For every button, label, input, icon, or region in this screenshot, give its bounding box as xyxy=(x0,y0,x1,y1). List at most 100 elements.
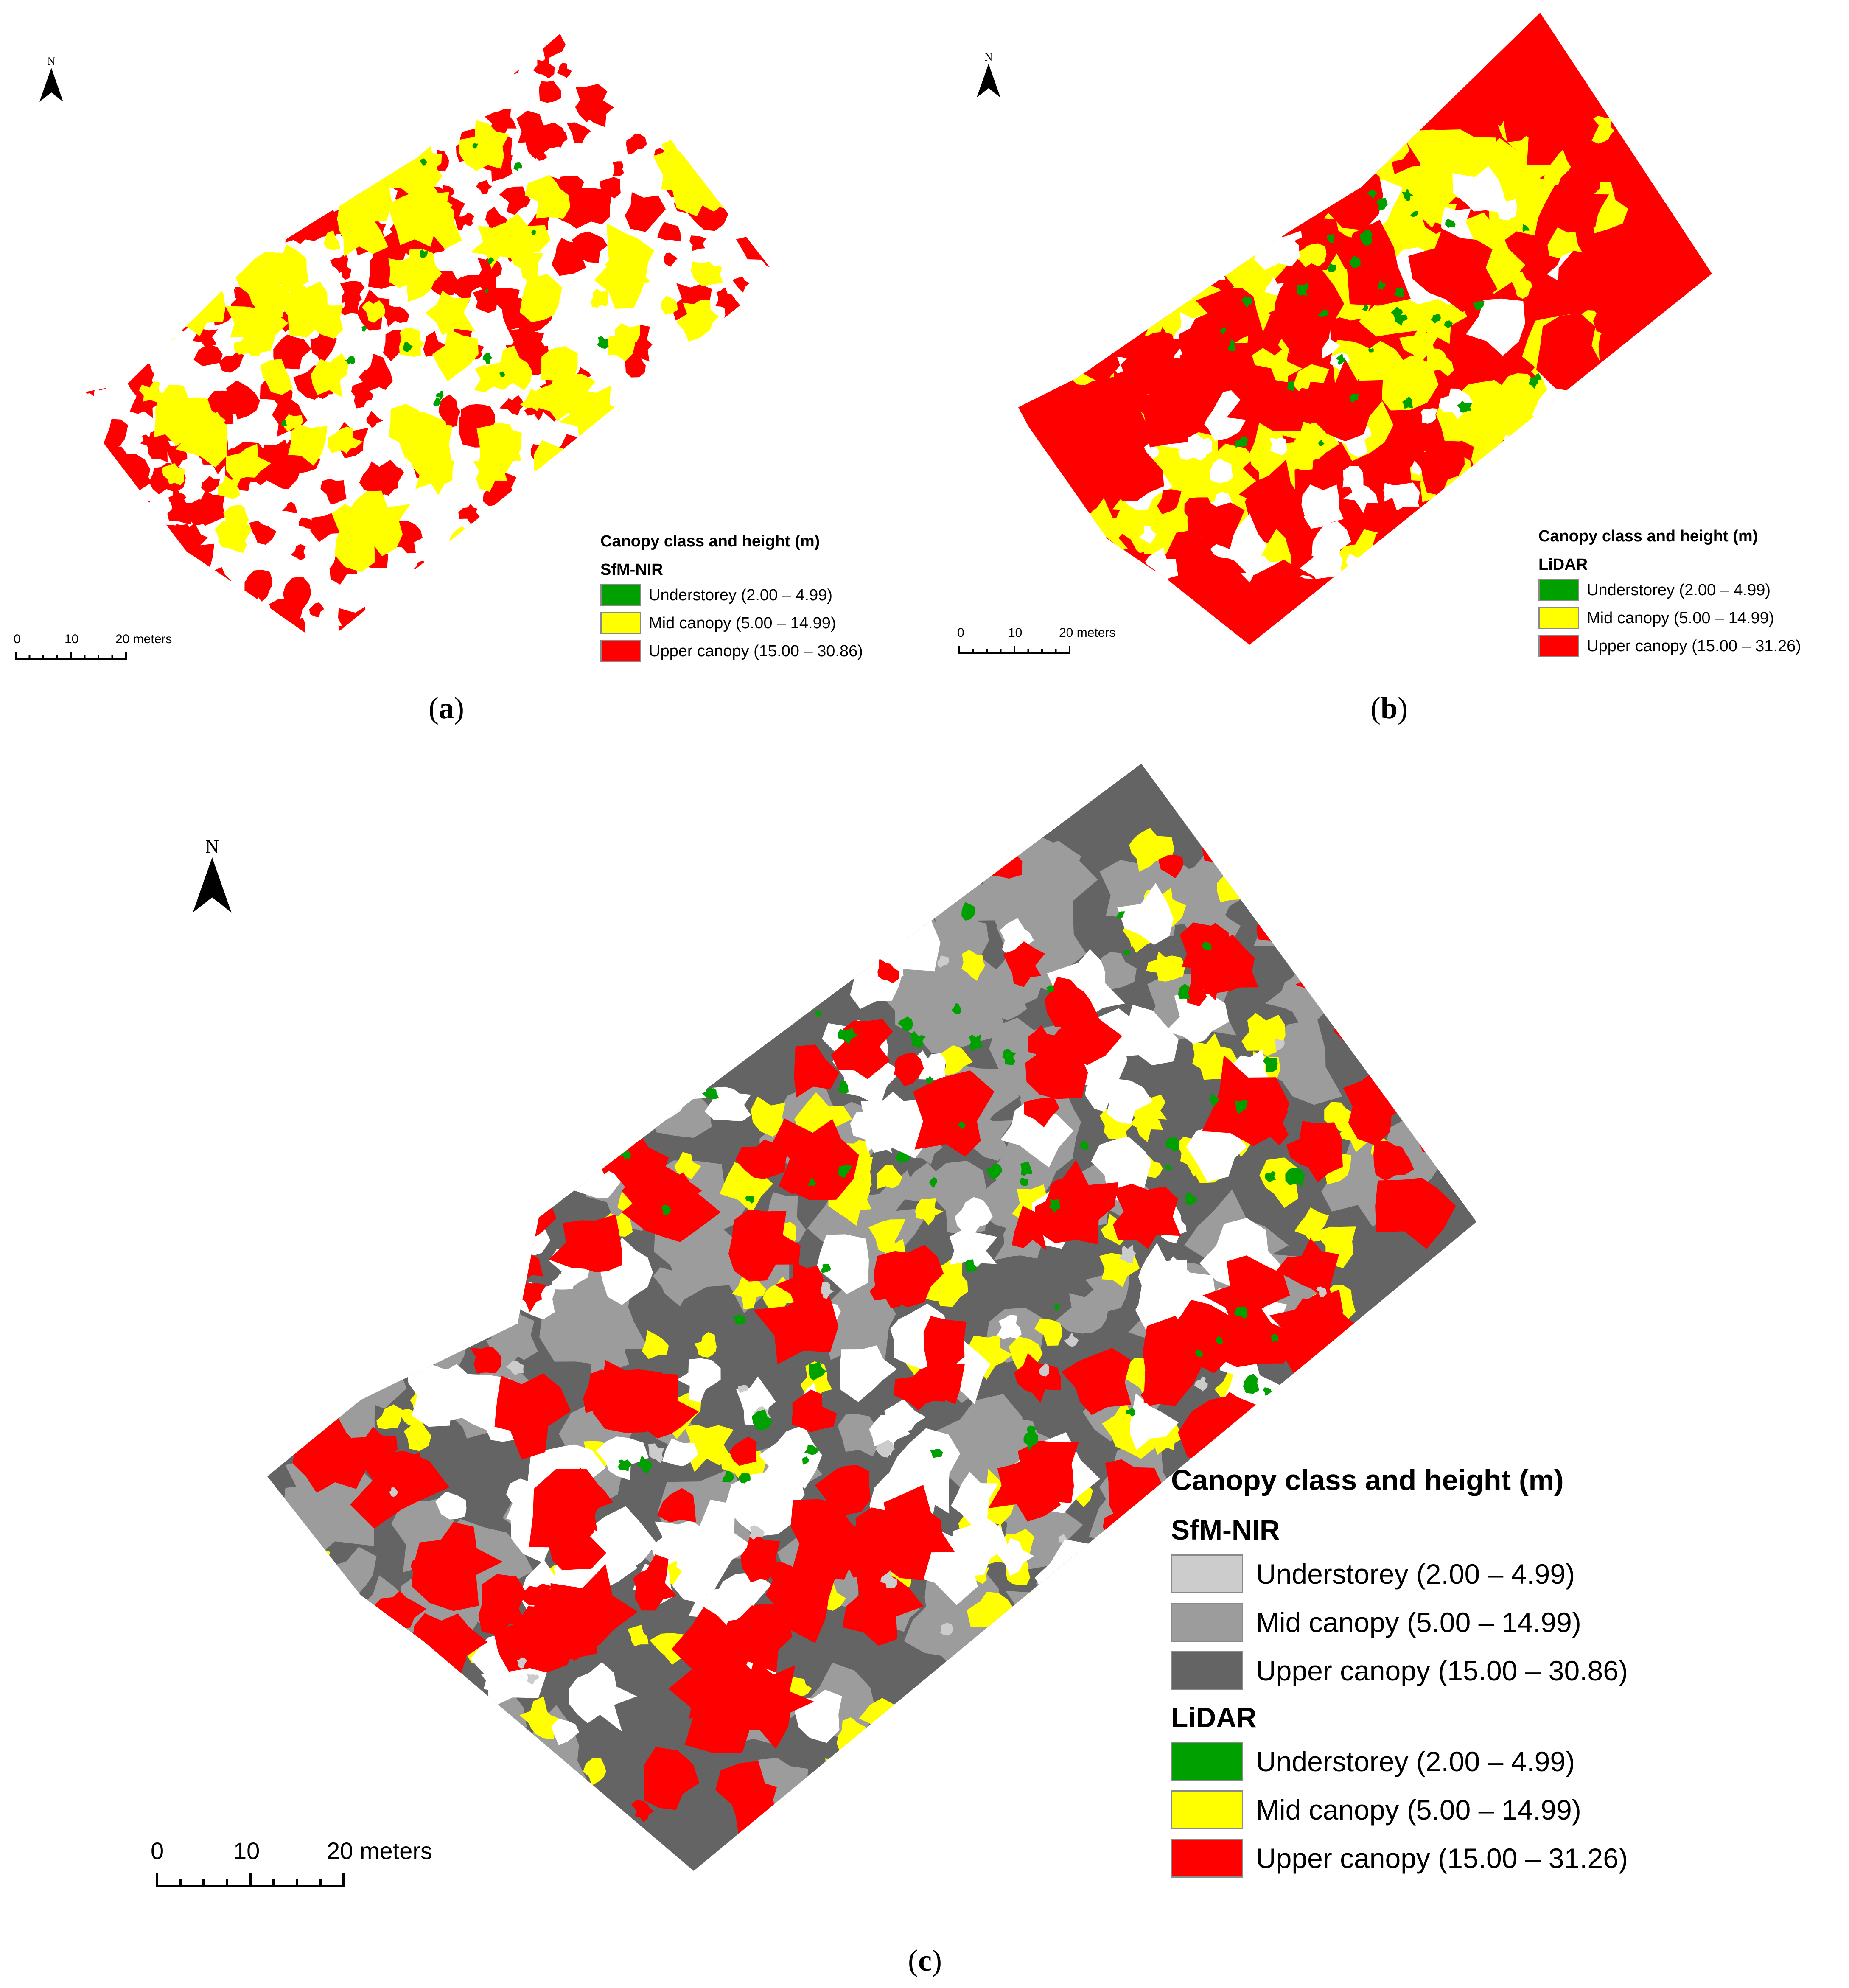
canopy-patch xyxy=(1196,969,1223,1000)
canopy-map-overlay xyxy=(267,764,1476,1871)
canopy-patch xyxy=(657,222,681,242)
canopy-patch xyxy=(160,130,215,183)
legend-swatch-sfm-mid-canopy xyxy=(1171,1603,1243,1642)
canopy-patch xyxy=(545,1794,603,1852)
canopy-patch xyxy=(694,1332,717,1358)
canopy-patch xyxy=(758,40,776,79)
canopy-patch xyxy=(1343,1070,1408,1146)
canopy-patch xyxy=(726,97,765,138)
canopy-patch xyxy=(90,562,118,595)
canopy-patch xyxy=(389,1487,398,1497)
panel-b: N 0 10 20 meters Canopy class and height… xyxy=(925,0,1849,738)
canopy-patch xyxy=(1295,1445,1303,1454)
canopy-patch xyxy=(1287,186,1299,198)
canopy-patch xyxy=(1426,348,1454,377)
canopy-patch xyxy=(1126,1407,1135,1417)
canopy-patch xyxy=(733,1659,814,1749)
canopy-patch xyxy=(1238,459,1305,522)
canopy-patch xyxy=(104,298,119,314)
canopy-patch xyxy=(1170,375,1224,437)
canopy-patch xyxy=(681,948,697,961)
canopy-patch xyxy=(1318,440,1325,446)
canopy-patch xyxy=(165,391,216,446)
canopy-patch xyxy=(1109,1767,1137,1791)
canopy-patch xyxy=(441,582,480,624)
scale-bar-ruler xyxy=(156,1873,345,1887)
canopy-patch xyxy=(756,897,796,935)
caption-b: (b) xyxy=(1370,691,1408,725)
canopy-patch xyxy=(516,110,554,152)
canopy-patch xyxy=(90,365,115,391)
canopy-patch xyxy=(167,442,188,467)
canopy-patch xyxy=(122,239,168,275)
canopy-patch xyxy=(403,31,437,67)
canopy-patch xyxy=(1379,553,1403,581)
canopy-patch xyxy=(697,116,712,134)
canopy-patch xyxy=(399,327,425,357)
canopy-patch xyxy=(702,1087,719,1100)
canopy-patch xyxy=(1361,829,1395,862)
canopy-patch xyxy=(926,1008,965,1048)
canopy-patch xyxy=(722,1471,735,1483)
canopy-patch xyxy=(1152,1419,1182,1455)
canopy-patch xyxy=(252,157,285,193)
canopy-patch xyxy=(314,962,364,1017)
canopy-patch xyxy=(847,900,890,946)
canopy-patch xyxy=(1253,892,1311,952)
canopy-patch xyxy=(1452,166,1508,214)
canopy-patch xyxy=(471,222,517,269)
legend-swatch-lidar-upper-canopy xyxy=(1171,1839,1243,1878)
canopy-patch xyxy=(286,167,299,186)
canopy-patch xyxy=(1198,156,1269,224)
canopy-patch xyxy=(1346,997,1398,1056)
canopy-patch xyxy=(767,251,776,272)
canopy-patch xyxy=(804,1444,820,1455)
canopy-patch xyxy=(473,449,508,492)
canopy-patch xyxy=(286,1273,327,1311)
canopy-patch xyxy=(431,1218,470,1252)
canopy-patch xyxy=(520,274,562,322)
canopy-patch xyxy=(1227,379,1309,431)
canopy-patch xyxy=(1243,1373,1260,1394)
canopy-patch xyxy=(1408,229,1498,312)
canopy-patch xyxy=(1373,1140,1414,1181)
canopy-patch xyxy=(586,1506,657,1574)
canopy-patch xyxy=(1111,1704,1147,1737)
canopy-patch xyxy=(735,1140,790,1179)
canopy-patch xyxy=(627,47,646,64)
canopy-patch xyxy=(881,1484,955,1581)
canopy-patch xyxy=(760,252,776,269)
canopy-patch xyxy=(489,1765,514,1791)
legend-label: Understorey (2.00 – 4.99) xyxy=(1256,1746,1575,1777)
legend-item-lidar-understorey: Understorey (2.00 – 4.99) xyxy=(1171,1742,1833,1781)
canopy-patch xyxy=(526,1008,563,1054)
canopy-patch xyxy=(1433,848,1463,879)
canopy-patch xyxy=(501,797,552,859)
north-label: N xyxy=(47,55,56,67)
canopy-patch xyxy=(696,910,706,919)
canopy-patch xyxy=(1327,234,1335,244)
canopy-patch xyxy=(1208,1094,1219,1107)
canopy-patch xyxy=(540,541,558,558)
canopy-patch xyxy=(809,1361,826,1381)
canopy-patch xyxy=(272,1277,371,1372)
canopy-patch xyxy=(438,394,461,429)
canopy-patch xyxy=(470,1347,502,1373)
canopy-patch xyxy=(894,1052,924,1086)
canopy-patch xyxy=(261,109,318,165)
canopy-patch xyxy=(613,161,624,176)
canopy-patch xyxy=(1257,882,1287,928)
canopy-patch xyxy=(1195,1350,1204,1358)
canopy-patch xyxy=(1633,469,1683,508)
canopy-patch xyxy=(535,1050,591,1110)
canopy-patch xyxy=(911,1053,946,1081)
canopy-patch xyxy=(203,578,233,603)
canopy-patch xyxy=(302,1706,334,1739)
canopy-patch xyxy=(751,1409,773,1430)
canopy-patch xyxy=(209,232,235,261)
legend-swatch-mid-canopy xyxy=(600,612,641,634)
canopy-patch xyxy=(154,565,173,584)
canopy-patch xyxy=(678,764,755,834)
canopy-patch xyxy=(1108,1593,1174,1656)
canopy-patch xyxy=(524,174,571,219)
